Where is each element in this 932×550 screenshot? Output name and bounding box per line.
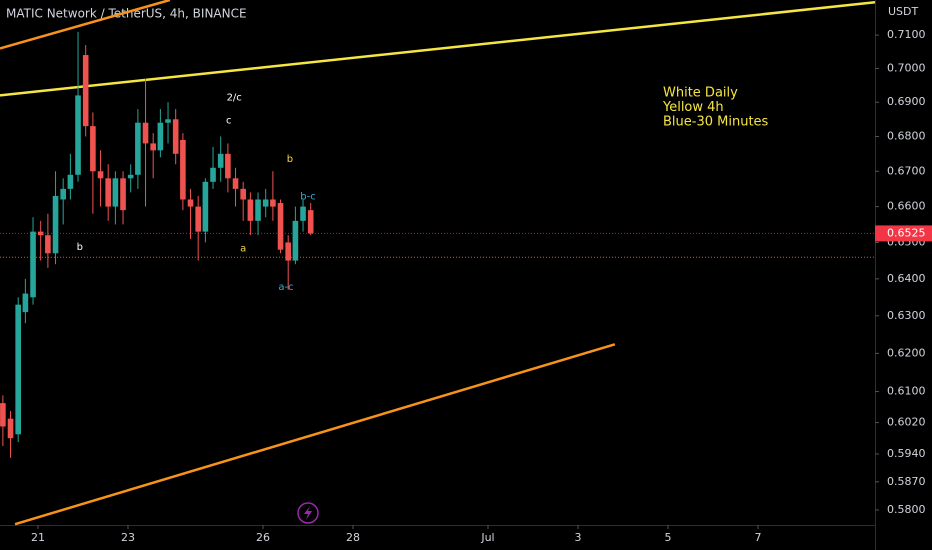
wave-label: b xyxy=(287,154,293,165)
y-tick-label: 0.6700 xyxy=(887,164,926,177)
y-tick-label: 0.6600 xyxy=(887,200,926,213)
candle-body xyxy=(277,203,284,250)
candle-body xyxy=(195,206,201,232)
candle-body xyxy=(210,167,216,182)
icon-ring[interactable] xyxy=(297,502,319,524)
candle-body xyxy=(97,171,104,179)
y-tick-label: 0.6200 xyxy=(887,346,926,359)
trendline xyxy=(14,343,616,526)
x-tick-label: 7 xyxy=(754,531,761,544)
candle-body xyxy=(127,174,134,179)
candle-body xyxy=(240,188,246,200)
candle-body xyxy=(82,55,89,127)
x-tick-label: 23 xyxy=(121,531,135,544)
candle-body xyxy=(120,178,126,211)
y-tick-label: 0.5800 xyxy=(887,503,926,516)
candle-body xyxy=(165,119,171,123)
candle-body xyxy=(52,195,59,254)
candle-body xyxy=(75,95,81,175)
wave-label: b-c xyxy=(300,191,315,202)
wave-label: a xyxy=(240,244,246,255)
candle-body xyxy=(202,181,209,232)
y-tick-label: 0.6900 xyxy=(887,95,926,108)
candle-body xyxy=(232,178,239,189)
candle-body xyxy=(45,235,51,254)
note-text: Blue-30 Minutes xyxy=(663,115,769,130)
candle-body xyxy=(0,403,6,427)
candle-body xyxy=(157,122,164,151)
candle-body xyxy=(247,199,254,221)
candle-body xyxy=(22,293,29,313)
y-tick-label: 0.5870 xyxy=(887,475,926,488)
candle-body xyxy=(30,231,36,298)
y-tick-label: 0.7000 xyxy=(887,61,926,74)
last-price-box xyxy=(875,225,932,242)
x-tick-label: 28 xyxy=(346,531,360,544)
note-text: White Daily xyxy=(663,86,738,101)
candle-body xyxy=(255,199,261,221)
y-axis-label: USDT xyxy=(888,5,919,18)
candle-body xyxy=(180,139,186,200)
y-tick-label: 0.6800 xyxy=(887,129,926,142)
wave-label: b xyxy=(77,242,83,253)
candle-body xyxy=(262,199,269,207)
icon-bolt[interactable] xyxy=(304,506,312,520)
candle-body xyxy=(142,122,149,144)
candle-body xyxy=(187,199,194,207)
x-tick-label: Jul xyxy=(480,531,494,544)
candle-body xyxy=(15,304,21,435)
trendline xyxy=(0,0,171,50)
y-tick-label: 0.6020 xyxy=(887,416,926,429)
y-tick-label: 0.6300 xyxy=(887,309,926,322)
wave-label: c xyxy=(226,116,232,127)
candle-body xyxy=(105,178,111,207)
candle-body xyxy=(172,119,179,154)
candle-body xyxy=(285,242,291,261)
x-tick-label: 21 xyxy=(31,531,45,544)
icon[interactable] xyxy=(297,502,319,524)
candle-body xyxy=(37,231,44,236)
candle-body xyxy=(270,199,276,207)
candle-body xyxy=(217,153,224,168)
candle-body xyxy=(307,210,314,234)
candle-body xyxy=(7,418,14,439)
candle-body xyxy=(225,153,231,179)
last-price-label: 0.6525 xyxy=(887,226,926,239)
wave-label: a-c xyxy=(278,282,293,293)
candle-body xyxy=(90,126,96,172)
candle-body xyxy=(60,188,66,200)
candle-body xyxy=(292,220,299,261)
candle-body xyxy=(135,122,141,175)
note-text: Yellow 4h xyxy=(662,100,724,115)
wave-label: 2/c xyxy=(227,92,242,103)
y-tick-label: 0.6100 xyxy=(887,385,926,398)
x-tick-label: 3 xyxy=(574,531,581,544)
candle-body xyxy=(300,206,306,221)
candle-body xyxy=(67,174,74,189)
x-tick-label: 5 xyxy=(664,531,671,544)
candle-body xyxy=(150,143,156,151)
candle-body xyxy=(112,178,119,207)
x-tick-label: 26 xyxy=(256,531,270,544)
y-tick-label: 0.6400 xyxy=(887,272,926,285)
y-tick-label: 0.7100 xyxy=(887,28,926,41)
y-tick-label: 0.5940 xyxy=(887,447,926,460)
